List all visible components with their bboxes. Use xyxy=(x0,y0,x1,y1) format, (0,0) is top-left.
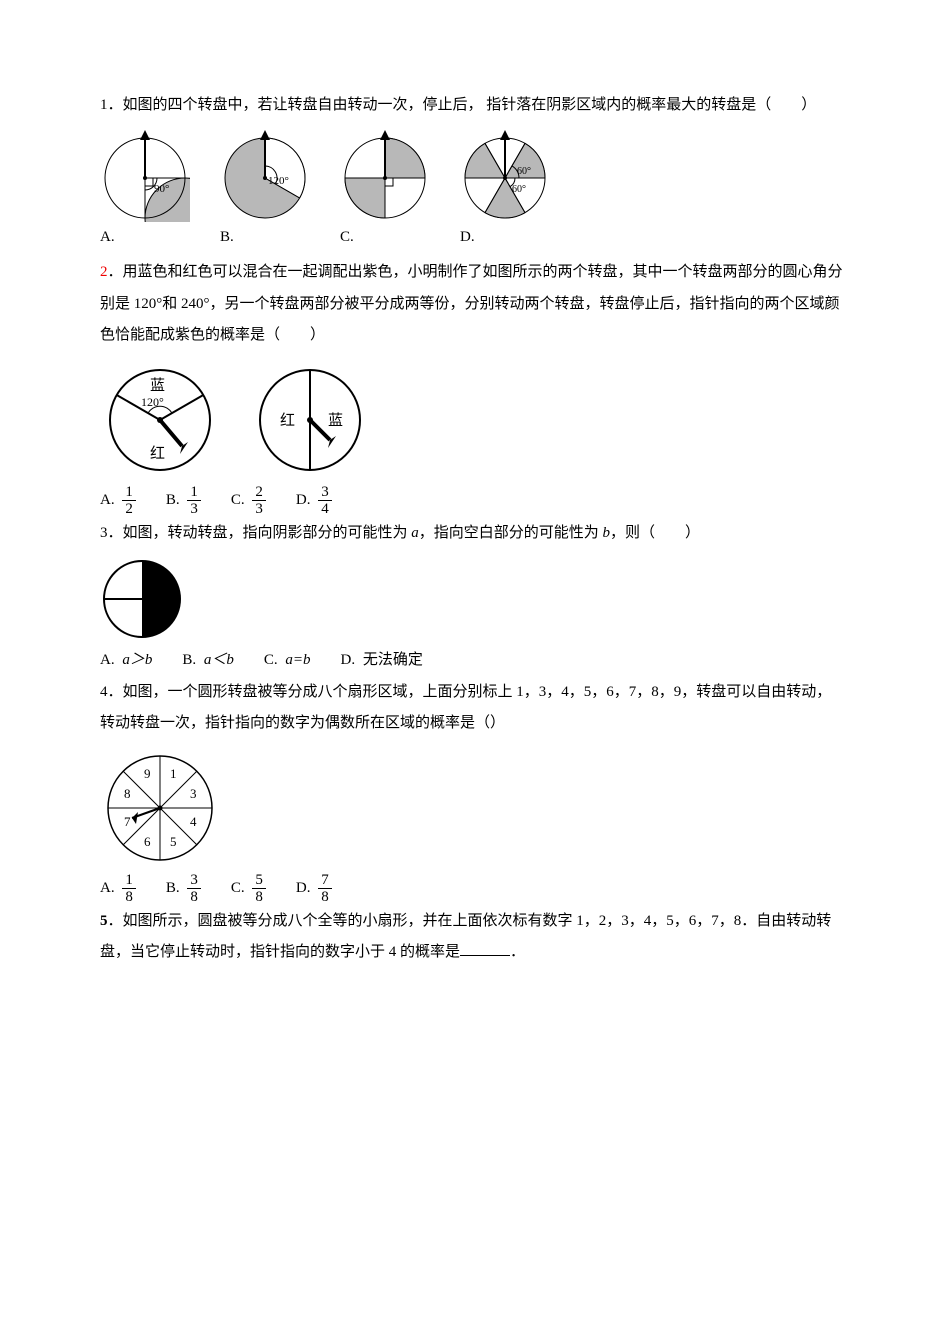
q3-text-3: ，则（ ） xyxy=(610,525,700,541)
sector-num: 9 xyxy=(144,766,151,781)
q4-options: A. 18 B. 38 C. 58 D. 78 xyxy=(100,872,845,906)
q4-figure-row: 1 3 4 5 6 7 8 9 xyxy=(100,748,845,868)
spinner-a-icon: 90° xyxy=(100,130,190,222)
blue-label: 蓝 xyxy=(150,377,165,394)
q1-option-b: 120° B. xyxy=(220,130,310,254)
question-1: 1．如图的四个转盘中，若让转盘自由转动一次，停止后， 指针落在阴影区域内的概率最… xyxy=(100,90,845,122)
opt-a-label: A. xyxy=(100,222,115,254)
opt-c-label: C. xyxy=(340,222,354,254)
angle-label: 90° xyxy=(154,183,169,195)
q4-opt-b: B. 38 xyxy=(166,872,201,906)
question-3: 3．如图，转动转盘，指向阴影部分的可能性为 a，指向空白部分的可能性为 b，则（… xyxy=(100,518,845,550)
angle-label-2: 60° xyxy=(512,184,526,195)
q1-number: 1 xyxy=(100,97,108,113)
q2-figures-row: 蓝 120° 红 红 蓝 xyxy=(100,360,845,480)
q3-var-a: a xyxy=(411,525,419,541)
sector-num: 4 xyxy=(190,814,197,829)
angle-label: 120° xyxy=(141,395,164,409)
sector-num: 1 xyxy=(170,766,177,781)
q2-number: 2 xyxy=(100,264,108,280)
q3-opt-c: C. a=b xyxy=(264,645,311,677)
q3-figure-row xyxy=(100,557,845,641)
q3-opt-d: D. 无法确定 xyxy=(341,645,423,677)
q3-options: A. a＞b B. a＜b C. a=b D. 无法确定 xyxy=(100,645,845,677)
q4-opt-c: C. 58 xyxy=(231,872,266,906)
q5-text-2: ． xyxy=(510,944,525,960)
spinner-half-black-icon xyxy=(100,557,184,641)
q3-var-b: b xyxy=(603,525,611,541)
q1-option-a: 90° A. xyxy=(100,130,190,254)
q1-text: ．如图的四个转盘中，若让转盘自由转动一次，停止后， 指针落在阴影区域内的概率最大… xyxy=(108,97,817,113)
q3-text-1: ．如图，转动转盘，指向阴影部分的可能性为 xyxy=(108,525,412,541)
q2-opt-d: D. 34 xyxy=(296,484,332,518)
q2-opt-b: B. 13 xyxy=(166,484,201,518)
blue-label: 蓝 xyxy=(328,412,343,429)
q1-figures-row: 90° A. 120° B. xyxy=(100,130,845,254)
red-label: 红 xyxy=(280,412,295,429)
q4-text: ．如图，一个圆形转盘被等分成八个扇形区域，上面分别标上 1，3，4，5，6，7，… xyxy=(100,684,831,732)
q2-opt-a: A. 12 xyxy=(100,484,136,518)
q2-options: A. 12 B. 13 C. 23 D. 34 xyxy=(100,484,845,518)
question-2: 2．用蓝色和红色可以混合在一起调配出紫色，小明制作了如图所示的两个转盘，其中一个… xyxy=(100,257,845,352)
spinner-d-icon: 60° 60° xyxy=(460,130,550,222)
q4-opt-d: D. 78 xyxy=(296,872,332,906)
question-5: 5．如图所示，圆盘被等分成八个全等的小扇形，并在上面依次标有数字 1，2，3，4… xyxy=(100,906,845,969)
q3-text-2: ，指向空白部分的可能性为 xyxy=(419,525,603,541)
spinner-half-icon: 红 蓝 xyxy=(250,360,370,480)
sector-num: 3 xyxy=(190,786,197,801)
q2-text: ．用蓝色和红色可以混合在一起调配出紫色，小明制作了如图所示的两个转盘，其中一个转… xyxy=(100,264,843,343)
angle-label: 120° xyxy=(268,175,289,187)
q3-opt-b: B. a＜b xyxy=(182,645,234,677)
sector-num: 6 xyxy=(144,834,151,849)
spinner-b-icon: 120° xyxy=(220,130,310,222)
question-4: 4．如图，一个圆形转盘被等分成八个扇形区域，上面分别标上 1，3，4，5，6，7… xyxy=(100,677,845,740)
q5-number: 5 xyxy=(100,913,108,929)
angle-label: 60° xyxy=(517,166,531,177)
sector-num: 7 xyxy=(124,814,131,829)
sector-num: 8 xyxy=(124,786,131,801)
spinner-c-icon xyxy=(340,130,430,222)
opt-d-label: D. xyxy=(460,222,475,254)
q5-blank xyxy=(460,940,510,956)
spinner-blue-red-icon: 蓝 120° 红 xyxy=(100,360,220,480)
opt-b-label: B. xyxy=(220,222,234,254)
q3-opt-a: A. a＞b xyxy=(100,645,152,677)
spinner-8-icon: 1 3 4 5 6 7 8 9 xyxy=(100,748,220,868)
q2-opt-c: C. 23 xyxy=(231,484,266,518)
q4-number: 4 xyxy=(100,684,108,700)
q1-option-c: C. xyxy=(340,130,430,254)
red-label: 红 xyxy=(150,445,165,462)
q4-opt-a: A. 18 xyxy=(100,872,136,906)
q1-option-d: 60° 60° D. xyxy=(460,130,550,254)
q3-number: 3 xyxy=(100,525,108,541)
sector-num: 5 xyxy=(170,834,177,849)
